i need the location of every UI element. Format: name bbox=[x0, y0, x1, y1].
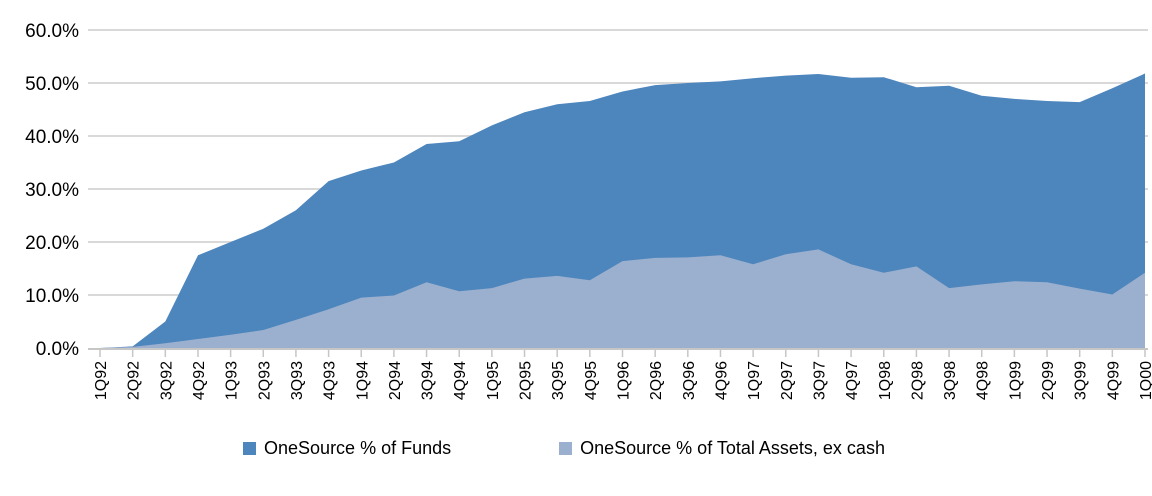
x-tick-label: 2Q99 bbox=[1040, 361, 1057, 400]
area-assets bbox=[100, 249, 1145, 348]
x-tick-label: 1Q96 bbox=[616, 361, 633, 400]
legend: OneSource % of Funds OneSource % of Tota… bbox=[0, 438, 1140, 459]
x-tick-label: 3Q98 bbox=[942, 361, 959, 400]
x-tick-label: 4Q96 bbox=[713, 361, 730, 400]
x-tick-label: 2Q93 bbox=[256, 361, 273, 400]
y-tick-label: 10.0% bbox=[25, 286, 79, 307]
x-tick-label: 3Q93 bbox=[289, 361, 306, 400]
x-tick-label: 3Q99 bbox=[1073, 361, 1090, 400]
x-tick-label: 1Q94 bbox=[354, 361, 371, 400]
y-tick-label: 0.0% bbox=[36, 339, 79, 360]
area-chart: 0.0% 10.0% 20.0% 30.0% 40.0% 50.0% 60.0% 1Q92 2Q… bbox=[25, 21, 1152, 400]
x-tick-label: 1Q00 bbox=[1138, 361, 1152, 400]
y-tick-label: 60.0% bbox=[25, 21, 79, 42]
x-tick-label: 4Q93 bbox=[322, 361, 339, 400]
area-series bbox=[100, 73, 1145, 348]
x-tick-label: 3Q94 bbox=[420, 361, 437, 400]
x-tick-label: 3Q95 bbox=[550, 361, 567, 400]
x-tick-label: 3Q97 bbox=[811, 361, 828, 400]
x-tick-label: 4Q94 bbox=[452, 361, 469, 400]
x-tick-label: 2Q98 bbox=[909, 361, 926, 400]
x-tick-label: 2Q96 bbox=[648, 361, 665, 400]
x-tick-label: 4Q95 bbox=[583, 361, 600, 400]
legend-swatch-assets-icon bbox=[559, 442, 573, 455]
legend-item-assets: OneSource % of Total Assets, ex cash bbox=[559, 438, 885, 459]
y-tick-label: 20.0% bbox=[25, 233, 79, 254]
legend-label-funds: OneSource % of Funds bbox=[264, 438, 452, 458]
x-tick-label: 2Q94 bbox=[387, 361, 404, 400]
x-tick-label: 3Q92 bbox=[158, 361, 175, 400]
x-tick-label: 2Q95 bbox=[518, 361, 535, 400]
x-tick-label: 1Q93 bbox=[224, 361, 241, 400]
x-axis-labels: 1Q92 2Q92 3Q92 4Q92 1Q93 2Q93 3Q93 4Q93 1Q94 2Q94… bbox=[93, 361, 1152, 400]
x-tick-label: 2Q92 bbox=[126, 361, 143, 400]
legend-label-assets: OneSource % of Total Assets, ex cash bbox=[580, 438, 885, 458]
x-tick-label: 1Q97 bbox=[746, 361, 763, 400]
y-tick-label: 40.0% bbox=[25, 127, 79, 148]
x-tick-label: 4Q92 bbox=[191, 361, 208, 400]
x-tick-label: 3Q96 bbox=[681, 361, 698, 400]
x-tick-label: 4Q97 bbox=[844, 361, 861, 400]
y-tick-label: 30.0% bbox=[25, 180, 79, 201]
x-tick-label: 1Q98 bbox=[877, 361, 894, 400]
x-tick-label: 4Q99 bbox=[1105, 361, 1122, 400]
y-tick-label: 50.0% bbox=[25, 74, 79, 95]
legend-item-funds: OneSource % of Funds bbox=[243, 438, 451, 459]
x-tick-label: 1Q92 bbox=[93, 361, 110, 400]
x-tick-label: 2Q97 bbox=[779, 361, 796, 400]
x-tick-label: 4Q98 bbox=[975, 361, 992, 400]
y-axis-labels: 0.0% 10.0% 20.0% 30.0% 40.0% 50.0% 60.0% bbox=[25, 21, 79, 360]
x-axis bbox=[88, 348, 1148, 357]
x-tick-label: 1Q99 bbox=[1007, 361, 1024, 400]
x-tick-label: 1Q95 bbox=[485, 361, 502, 400]
legend-swatch-funds-icon bbox=[243, 442, 257, 455]
